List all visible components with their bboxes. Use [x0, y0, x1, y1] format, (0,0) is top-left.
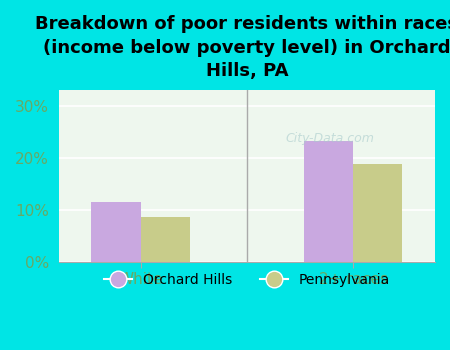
Text: City-Data.com: City-Data.com: [285, 132, 374, 145]
Bar: [91, 202, 140, 262]
Title: Breakdown of poor residents within races
(income below poverty level) in Orchard: Breakdown of poor residents within races…: [36, 15, 450, 80]
Bar: [304, 141, 353, 262]
Legend: Orchard Hills, Pennsylvania: Orchard Hills, Pennsylvania: [98, 267, 396, 293]
Bar: [353, 164, 402, 262]
Bar: [140, 217, 189, 262]
